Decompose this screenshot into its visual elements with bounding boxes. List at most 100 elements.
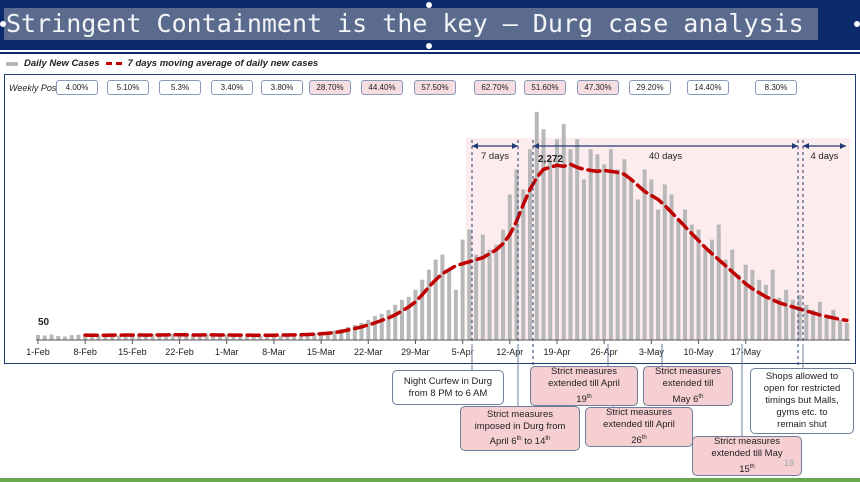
bar: [689, 224, 694, 340]
bar: [501, 229, 506, 340]
bar: [669, 194, 674, 340]
bar: [143, 335, 148, 340]
bar: [460, 239, 465, 340]
resize-handle-left[interactable]: [0, 21, 6, 27]
bar: [561, 124, 566, 340]
bar: [292, 333, 297, 340]
bar: [420, 279, 425, 340]
bar: [36, 334, 40, 340]
bar: [191, 334, 196, 340]
bar: [703, 249, 708, 340]
bar: [305, 335, 310, 340]
x-tick-label: 19-Apr: [543, 347, 570, 357]
x-tick-label: 22-Feb: [165, 347, 194, 357]
bar: [467, 229, 472, 340]
bar: [521, 189, 526, 340]
bar: [359, 322, 364, 340]
bar: [197, 335, 202, 340]
footer-accent-line: [0, 478, 860, 482]
bar: [507, 194, 512, 340]
x-tick-label: 15-Feb: [118, 347, 147, 357]
bar: [346, 326, 351, 340]
x-tick-label: 15-Mar: [307, 347, 336, 357]
bar: [575, 139, 580, 340]
bar: [494, 244, 499, 340]
resize-handle-bottom[interactable]: [426, 43, 432, 49]
bar: [379, 313, 384, 340]
bar: [96, 335, 101, 340]
bar: [217, 335, 222, 340]
x-tick-label: 29-Mar: [401, 347, 430, 357]
bar: [568, 149, 573, 340]
interval-40-days-arrow-right: [792, 143, 798, 149]
bar: [42, 335, 47, 340]
x-tick-label: 1-Feb: [26, 347, 50, 357]
bar: [204, 333, 209, 340]
bar: [831, 309, 836, 340]
bar: [406, 296, 411, 340]
callout-night-curfew: Night Curfew in Durg from 8 PM to 6 AM: [392, 370, 504, 405]
bar: [588, 149, 593, 340]
title-bar: Stringent Containment is the key – Durg …: [0, 0, 860, 50]
chart-legend: Daily New Cases 7 days moving average of…: [6, 58, 318, 69]
bar: [265, 334, 270, 340]
x-tick-label: 10-May: [684, 347, 715, 357]
interval-4-days-label: 4 days: [811, 151, 839, 162]
moving-average-line: [83, 162, 849, 338]
bar: [426, 269, 431, 340]
bar: [447, 269, 452, 340]
bar: [763, 284, 768, 340]
bar: [231, 335, 236, 340]
bar: [635, 199, 640, 340]
bar: [413, 289, 418, 340]
bar: [62, 336, 67, 340]
interval-7-days-arrow-left: [472, 143, 478, 149]
chart-frame: [4, 74, 856, 364]
bar: [339, 328, 344, 340]
bar: [298, 334, 303, 340]
weekly-positivity-value: 47.30%: [577, 80, 619, 95]
callout-extended-apr26: Strict measures extended till April 26th: [585, 407, 693, 447]
x-tick-label: 8-Feb: [73, 347, 97, 357]
bar: [69, 335, 74, 340]
bar: [622, 159, 627, 340]
legend-bars-label: Daily New Cases: [24, 58, 100, 69]
bar: [123, 334, 128, 340]
bar: [480, 234, 485, 340]
bar: [393, 304, 398, 340]
bar: [743, 264, 748, 340]
bar: [790, 299, 795, 340]
bar: [251, 334, 256, 340]
interval-40-days-label: 40 days: [649, 151, 683, 162]
legend-line-label: 7 days moving average of daily new cases: [127, 58, 319, 69]
bar: [177, 334, 182, 340]
bar: [83, 333, 88, 340]
bar: [784, 289, 789, 340]
resize-handle-right[interactable]: [854, 21, 860, 27]
resize-handle-top[interactable]: [426, 2, 432, 8]
bar: [474, 254, 479, 340]
slide-number: 18: [784, 458, 795, 468]
interval-7-days-label: 7 days: [481, 151, 509, 162]
bar: [170, 333, 175, 340]
bar: [184, 335, 189, 340]
bar: [615, 169, 620, 340]
weekly-positivity-value: 5.10%: [107, 80, 149, 95]
bar: [804, 304, 809, 340]
bar: [110, 334, 115, 340]
start-value-label: 50: [38, 317, 50, 328]
bar: [581, 179, 586, 340]
weekly-positivity-value: 62.70%: [474, 80, 516, 95]
bar: [224, 334, 229, 340]
legend-bar-swatch: [6, 61, 18, 66]
bar: [278, 335, 283, 340]
bar: [683, 209, 688, 340]
bar: [629, 179, 634, 340]
bar: [56, 335, 61, 340]
bar: [608, 149, 613, 340]
bar: [271, 335, 276, 340]
bar: [595, 154, 600, 340]
bar: [130, 335, 135, 340]
bar: [797, 294, 802, 340]
weekly-positivity-value: 5.3%: [159, 80, 201, 95]
